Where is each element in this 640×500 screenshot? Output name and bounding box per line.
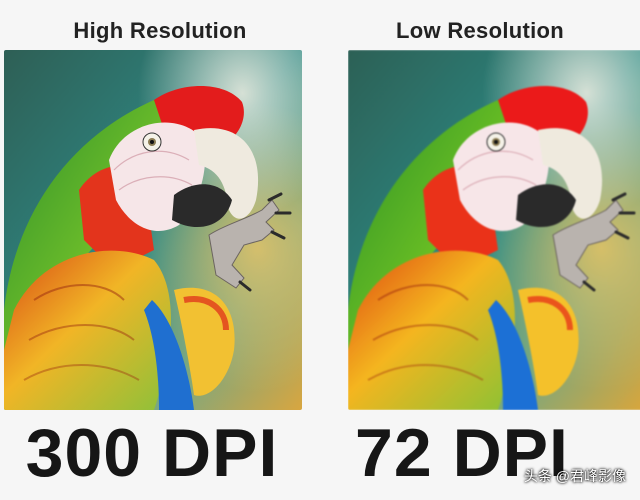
high-resolution-panel: High Resolution 300 DPI xyxy=(0,18,320,491)
dpi-label-300: 300 DPI xyxy=(25,415,279,491)
parrot-photo-blurred xyxy=(348,50,640,410)
low-resolution-panel: Low Resolution 72 DPI xyxy=(320,0,640,500)
low-resolution-heading: Low Resolution xyxy=(396,18,564,43)
parrot-photo-sharp xyxy=(4,50,302,410)
dpi-label-72: 72 DPI xyxy=(355,415,569,491)
high-resolution-heading: High Resolution xyxy=(73,18,247,43)
watermark-text: 头条 @君峰影像 xyxy=(523,468,626,484)
